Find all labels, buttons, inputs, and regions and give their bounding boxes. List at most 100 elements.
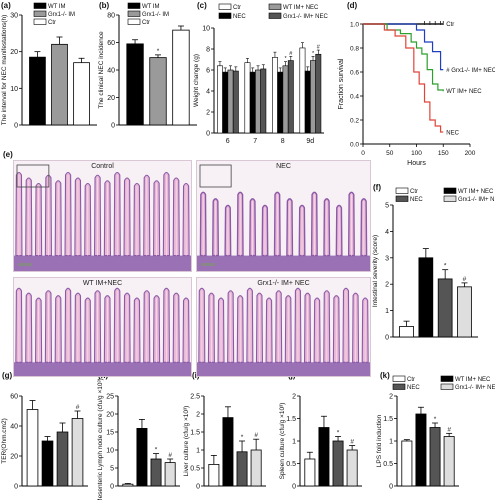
c-panel-label: (c) bbox=[197, 1, 207, 10]
j-bar bbox=[304, 458, 316, 487]
j-ytick-label: 1.5 bbox=[286, 416, 296, 423]
chart-f: (f) 0 1 2 3 4 5 Intestinal severity (score) * # Ct… bbox=[372, 183, 495, 342]
b-ytick-label: 80 bbox=[107, 13, 115, 20]
chart-g: (g) 0 20 40 60 TER(Ohm.cm2) # bbox=[1, 371, 88, 491]
histology-wt-im-nec-image bbox=[14, 278, 191, 376]
h-bar bbox=[164, 462, 176, 487]
h-ytick-label: 10 bbox=[106, 448, 114, 455]
k-panel-label: (k) bbox=[380, 371, 390, 380]
f-ytick-label: 4 bbox=[385, 229, 389, 236]
j-ytick-label: 1 bbox=[292, 439, 296, 446]
k-legend-label: WT IM+ NEC bbox=[455, 377, 491, 383]
k-legend-swatch bbox=[440, 383, 454, 390]
histology-wt-im-nec: WT IM+NEC bbox=[13, 277, 192, 377]
k-bar bbox=[443, 436, 455, 487]
c-xtick-label: 8 bbox=[281, 138, 285, 145]
a-legend-swatch bbox=[33, 10, 47, 17]
k-sig-mark: # bbox=[447, 426, 451, 433]
h-sig-mark: * bbox=[155, 447, 158, 454]
g-ytick-label: 60 bbox=[10, 394, 18, 401]
histology-nec-label: NEC bbox=[276, 163, 291, 170]
b-sig-mark: * bbox=[157, 48, 160, 55]
f-sig-mark: * bbox=[444, 263, 447, 270]
i-sig-mark: # bbox=[254, 432, 258, 439]
c-ytick-label: 4 bbox=[206, 89, 210, 96]
c-bar bbox=[304, 70, 311, 134]
k-legend-swatch bbox=[392, 383, 406, 390]
i-bar bbox=[236, 451, 248, 487]
i-ytick-label: 2.5 bbox=[190, 394, 200, 401]
k-ytick-label: 0.5 bbox=[383, 461, 393, 468]
h-ytick-label: 0 bbox=[110, 484, 114, 491]
f-legend-label: Grx1-/- IM+ NEC bbox=[458, 197, 495, 203]
c-legend-label: WT IM+ NEC bbox=[283, 5, 319, 11]
d-xtick-label: 50 bbox=[386, 150, 394, 157]
k-sig-mark: * bbox=[434, 416, 437, 423]
chart-b: (b) 0 20 40 60 80 The clinical NEC incidence * W… bbox=[98, 1, 197, 130]
a-bar bbox=[73, 62, 90, 126]
f-sig-mark: # bbox=[463, 276, 467, 283]
k-legend-swatch bbox=[392, 375, 406, 382]
i-bar bbox=[250, 449, 262, 487]
c-sig-mark: # bbox=[317, 45, 321, 51]
f-legend-swatch bbox=[395, 195, 409, 202]
d-xtick-label: 0 bbox=[361, 150, 365, 157]
d-xtick-label: 200 bbox=[465, 150, 476, 157]
histo-inset-box bbox=[199, 164, 232, 188]
b-ylabel: The clinical NEC incidence bbox=[98, 31, 105, 109]
c-bar bbox=[315, 53, 322, 134]
b-legend-label: Ctr bbox=[142, 20, 150, 26]
histo-muscularis bbox=[197, 255, 370, 271]
g-bar bbox=[71, 418, 84, 487]
c-legend-swatch bbox=[218, 3, 232, 10]
c-bar bbox=[217, 65, 223, 134]
histo-scale-bar bbox=[201, 263, 215, 266]
f-ytick-label: 1 bbox=[385, 308, 389, 315]
histo-muscularis bbox=[197, 362, 370, 376]
k-bar bbox=[429, 427, 441, 487]
c-sig-mark: * bbox=[312, 51, 315, 57]
a-legend-label: Grx1-/- IM bbox=[48, 12, 75, 18]
b-panel-label: (b) bbox=[99, 1, 110, 10]
f-legend-label: Ctr bbox=[410, 189, 418, 195]
c-legend-swatch bbox=[268, 3, 282, 10]
c-xtick-label: 9d bbox=[306, 138, 314, 145]
a-legend-swatch bbox=[33, 18, 47, 25]
b-legend-swatch bbox=[127, 2, 141, 9]
k-ytick-label: 1 bbox=[389, 439, 393, 446]
chart-d: (d) 0.0 0.2 0.4 0.6 0.8 1.0 0 50 100 150 200 Fractio… bbox=[338, 1, 495, 167]
g-ylabel: TER(Ohm.cm2) bbox=[1, 418, 8, 464]
d-xtick-label: 150 bbox=[438, 150, 449, 157]
h-ytick-label: 5 bbox=[110, 466, 114, 473]
i-bar bbox=[208, 463, 220, 487]
c-bar bbox=[299, 47, 306, 134]
d-curve-2 bbox=[363, 23, 444, 92]
c-ylabel: Weight change (g) bbox=[193, 54, 200, 107]
g-ytick-label: 20 bbox=[10, 454, 18, 461]
a-ytick-label: 0 bbox=[14, 123, 18, 130]
h-ytick-label: 25 bbox=[106, 394, 114, 401]
c-bar bbox=[260, 68, 267, 134]
f-bar bbox=[457, 286, 472, 338]
c-bar bbox=[277, 71, 284, 134]
a-ylabel: The interval for NEC manifestations(h) bbox=[1, 15, 8, 126]
h-ytick-label: 20 bbox=[106, 412, 114, 419]
c-bar bbox=[227, 69, 234, 134]
histo-muscularis bbox=[14, 255, 191, 271]
k-legend-label: Grx1-/- IM+ NEC bbox=[455, 385, 495, 391]
k-ylabel: LPS fold induction bbox=[376, 414, 383, 467]
d-curve-3 bbox=[363, 23, 444, 133]
c-ytick-label: 6 bbox=[206, 68, 210, 75]
b-bar bbox=[172, 29, 190, 126]
c-legend-label: Grx1-/- IM+ NEC bbox=[283, 14, 329, 20]
j-sig-mark: * bbox=[337, 430, 340, 437]
histo-background bbox=[197, 161, 370, 271]
c-bar bbox=[222, 71, 229, 134]
k-legend-swatch bbox=[440, 375, 454, 382]
c-sig-mark: * bbox=[284, 56, 287, 62]
b-legend-label: Grx1-/- IM bbox=[142, 12, 169, 18]
d-series-label: NEC bbox=[446, 131, 459, 137]
j-ylabel: Spleen culture (cfu/g ×10³) bbox=[279, 403, 286, 480]
c-legend-swatch bbox=[268, 12, 282, 19]
